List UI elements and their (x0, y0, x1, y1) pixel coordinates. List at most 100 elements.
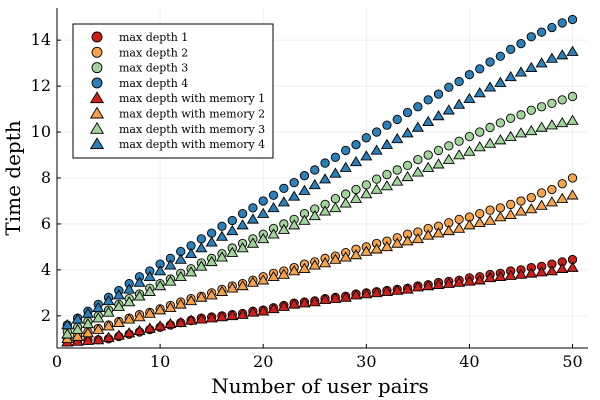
data-point (143, 307, 156, 318)
data-point (514, 268, 528, 279)
data-point (516, 38, 526, 49)
data-point (207, 228, 217, 238)
data-point (308, 259, 321, 270)
y-tick-label: 2 (41, 306, 51, 325)
y-axis-label: Time depth (1, 120, 25, 235)
data-point (92, 323, 105, 334)
data-point (248, 203, 258, 213)
data-point (184, 247, 198, 259)
data-point (475, 127, 485, 137)
data-point (402, 107, 413, 118)
data-point (205, 312, 218, 323)
data-point (495, 203, 506, 213)
data-point (184, 266, 198, 277)
data-point (71, 313, 84, 324)
data-point (535, 199, 548, 210)
data-point (123, 283, 136, 294)
legend-box (72, 23, 274, 159)
data-point (444, 141, 454, 151)
data-point (483, 81, 497, 92)
data-point (370, 144, 383, 155)
y-tick-label: 6 (41, 214, 51, 233)
legend: max depth 1 max depth 2 max depth 3 max dep… (72, 23, 274, 159)
data-point (81, 327, 95, 338)
legend-label: max depth 1 (119, 31, 188, 44)
data-point (195, 242, 208, 253)
data-point (196, 234, 206, 244)
data-point (567, 14, 578, 25)
data-point (556, 192, 569, 203)
data-point (341, 189, 351, 199)
data-point (422, 229, 435, 240)
series-6 (61, 189, 579, 344)
data-point (557, 18, 567, 28)
data-point (318, 205, 332, 216)
data-point (341, 145, 351, 156)
data-point (411, 166, 424, 177)
data-point (227, 215, 237, 226)
data-point (475, 64, 485, 74)
data-point (92, 301, 105, 313)
legend-marker (89, 106, 105, 119)
data-point (545, 265, 558, 276)
data-point (195, 260, 208, 271)
data-point (215, 311, 229, 322)
data-point (401, 127, 414, 138)
data-point (92, 334, 105, 345)
legend-label: max depth 3 (119, 62, 188, 75)
data-point (236, 280, 249, 291)
data-point (339, 161, 352, 172)
data-point (320, 158, 330, 168)
data-point (339, 291, 352, 302)
data-point (226, 282, 239, 293)
data-point (81, 307, 95, 318)
data-point (463, 92, 476, 103)
x-tick-label: 20 (253, 352, 273, 371)
data-point (566, 114, 579, 125)
data-point (411, 281, 424, 292)
data-point (536, 102, 547, 112)
data-point (473, 87, 486, 98)
data-point (556, 262, 569, 273)
data-point (246, 306, 259, 317)
data-point (195, 313, 208, 324)
data-point (411, 121, 424, 132)
data-point (525, 61, 538, 72)
data-point (516, 196, 526, 206)
data-point (566, 261, 579, 272)
data-point (277, 223, 290, 234)
data-point (288, 265, 301, 276)
data-point (112, 316, 125, 327)
data-point (464, 69, 475, 80)
data-point (566, 45, 579, 56)
data-point (545, 196, 558, 207)
data-point (535, 266, 548, 277)
data-point (382, 120, 392, 130)
data-point (267, 228, 280, 239)
legend-label: max depth with memory 4 (119, 138, 265, 151)
data-point (288, 298, 301, 309)
data-point (485, 205, 495, 215)
data-point (92, 312, 105, 323)
data-point (81, 334, 95, 345)
data-point (454, 214, 464, 225)
data-point (277, 268, 290, 279)
data-point (463, 275, 476, 286)
data-point (349, 249, 363, 260)
data-point (525, 124, 538, 136)
data-point (371, 174, 382, 184)
data-point (545, 52, 558, 63)
data-point (483, 137, 497, 148)
data-point (102, 331, 115, 342)
data-point (318, 173, 332, 184)
legend-marker (91, 77, 103, 89)
data-point (433, 145, 444, 156)
data-point (133, 276, 146, 287)
data-point (226, 246, 239, 257)
data-point (360, 150, 373, 161)
data-point (391, 284, 404, 295)
data-point (483, 272, 497, 283)
series-4 (62, 14, 578, 330)
data-point (112, 329, 125, 340)
data-point (514, 205, 528, 216)
